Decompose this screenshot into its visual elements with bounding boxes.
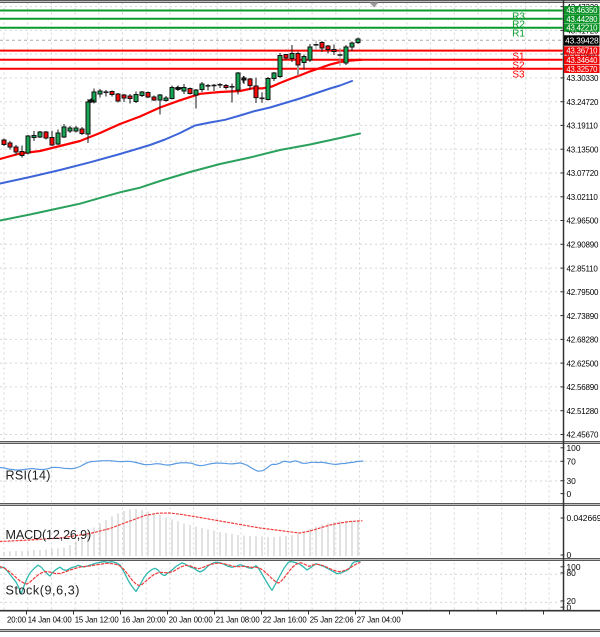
svg-text:43.02110: 43.02110 [567,193,599,202]
svg-text:0: 0 [567,489,572,499]
svg-text:42.62500: 42.62500 [567,359,600,368]
svg-text:43.39428: 43.39428 [565,36,599,46]
svg-text:S3: S3 [512,70,525,81]
svg-text:43.19110: 43.19110 [567,122,599,131]
svg-text:20 Jan 00:00: 20 Jan 00:00 [169,615,214,624]
svg-text:14 Jan 04:00: 14 Jan 04:00 [28,615,73,624]
svg-text:43.07720: 43.07720 [567,169,600,178]
svg-text:43.36710: 43.36710 [566,47,598,56]
svg-text:42.90890: 42.90890 [567,241,600,250]
svg-text:42.85110: 42.85110 [567,264,599,273]
svg-text:Stock(9,6,3): Stock(9,6,3) [6,584,81,598]
svg-text:43.24720: 43.24720 [567,98,600,107]
svg-text:15 Jan 12:00: 15 Jan 12:00 [75,615,120,624]
svg-text:43.34640: 43.34640 [566,56,598,65]
svg-text:43.44280: 43.44280 [566,15,598,24]
svg-text:22 Jan 16:00: 22 Jan 16:00 [263,615,308,624]
svg-text:70: 70 [567,457,577,467]
svg-text:42.73890: 42.73890 [567,312,600,321]
svg-text:42.56890: 42.56890 [567,383,600,392]
svg-text:42.96500: 42.96500 [567,217,600,226]
svg-text:100: 100 [567,443,581,453]
svg-text:20:00: 20:00 [7,615,27,624]
svg-text:43.42210: 43.42210 [566,24,598,33]
svg-text:43.13500: 43.13500 [567,145,600,154]
svg-text:30: 30 [567,476,577,486]
svg-text:0: 0 [567,550,572,560]
svg-text:0.042669: 0.042669 [567,513,600,523]
svg-text:25 Jan 22:06: 25 Jan 22:06 [310,615,354,624]
svg-text:43.30330: 43.30330 [567,74,600,83]
svg-text:MACD(12,26,9): MACD(12,26,9) [6,528,92,542]
svg-text:R1: R1 [512,29,525,40]
svg-text:42.79500: 42.79500 [567,288,600,297]
svg-text:27 Jan 04:00: 27 Jan 04:00 [357,615,402,624]
svg-text:21 Jan 08:00: 21 Jan 08:00 [216,615,261,624]
svg-text:80: 80 [567,568,577,578]
svg-text:RSI(14): RSI(14) [6,469,51,483]
svg-text:16 Jan 20:00: 16 Jan 20:00 [122,615,167,624]
svg-text:43.32570: 43.32570 [566,65,598,74]
svg-text:42.51280: 42.51280 [567,407,600,416]
svg-text:42.68280: 42.68280 [567,336,600,345]
svg-text:42.45670: 42.45670 [567,431,600,440]
